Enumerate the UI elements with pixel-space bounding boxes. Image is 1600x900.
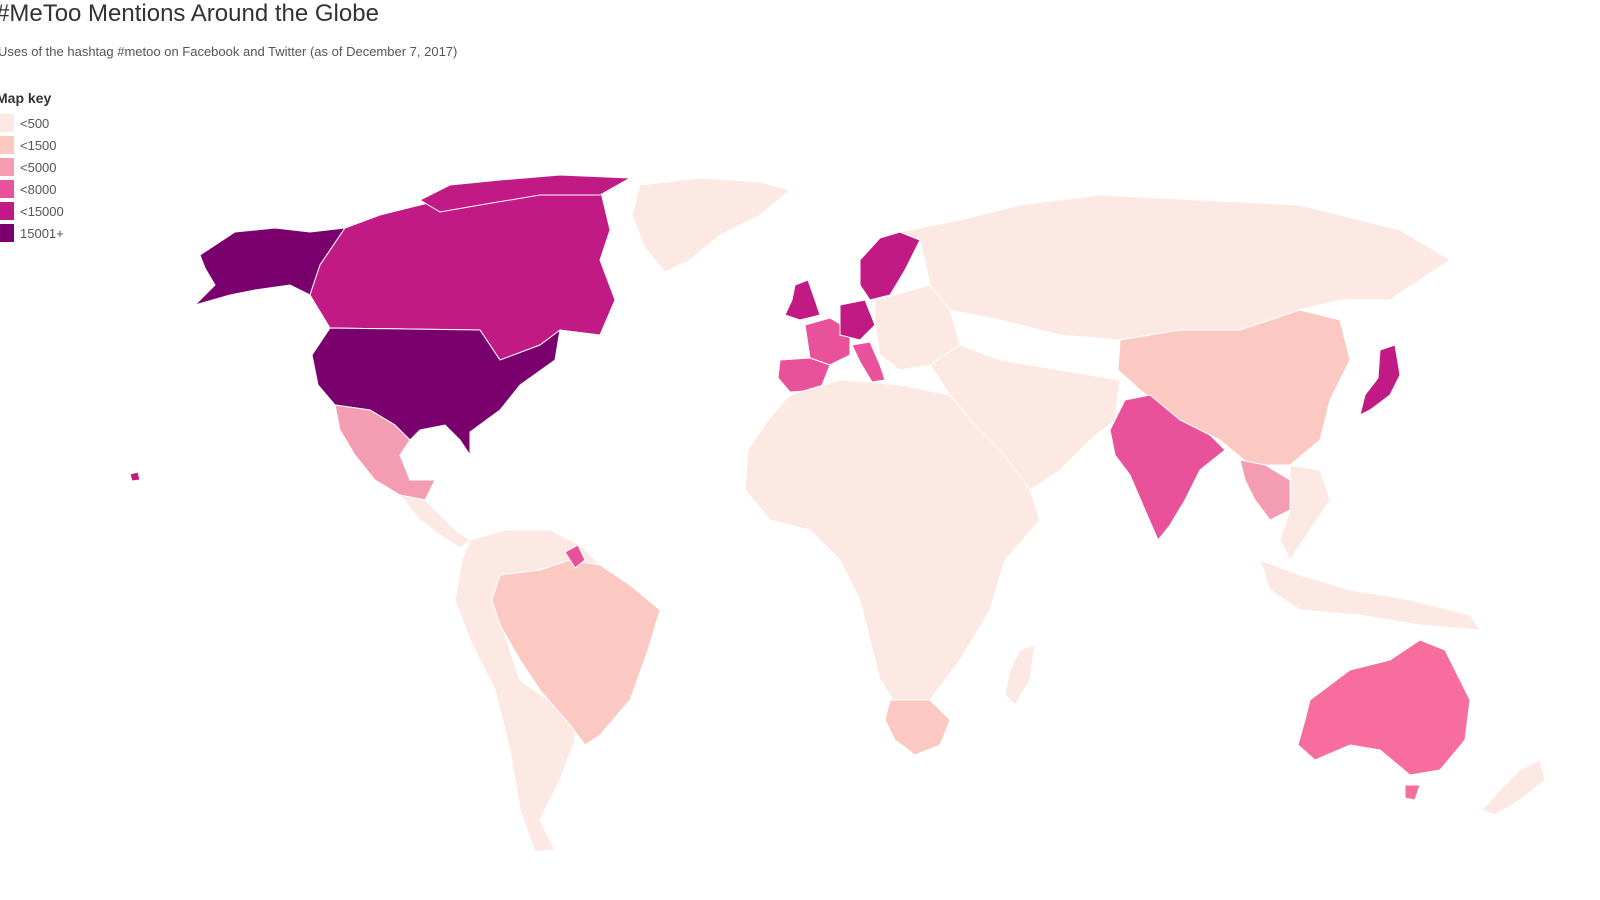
legend-item: <5000 [0, 156, 64, 178]
region-japan[interactable] [1359, 344, 1401, 416]
legend-item: <15000 [0, 200, 64, 222]
region-south-america[interactable] [454, 529, 601, 853]
region-scandinavia[interactable] [859, 231, 921, 301]
map-title: #MeToo Mentions Around the Globe [0, 0, 379, 27]
legend-label: <15000 [20, 203, 64, 219]
region-italy[interactable] [851, 341, 886, 383]
legend-label: <1500 [20, 137, 57, 153]
legend-label: <5000 [20, 159, 57, 175]
legend-item: <8000 [0, 178, 64, 200]
legend-title: Map key [0, 90, 52, 106]
legend-swatch [0, 158, 14, 176]
region-new-zealand[interactable] [1481, 759, 1546, 816]
region-south-africa[interactable] [884, 699, 951, 756]
region-tasmania[interactable] [1404, 784, 1421, 801]
region-greenland[interactable] [631, 177, 792, 273]
region-india[interactable] [1109, 394, 1226, 541]
region-uk[interactable] [784, 279, 821, 321]
region-guyana[interactable] [564, 544, 586, 569]
region-central-america[interactable] [398, 494, 471, 549]
legend-swatch [0, 202, 14, 220]
legend-label: <500 [20, 115, 50, 131]
legend-item: <1500 [0, 134, 64, 156]
legend-item: <500 [0, 112, 64, 134]
region-australia[interactable] [1297, 639, 1471, 776]
legend-swatch [0, 114, 14, 132]
region-mexico[interactable] [334, 404, 436, 501]
legend-label: 15001+ [20, 225, 64, 241]
region-germany[interactable] [839, 299, 876, 341]
legend-swatch [0, 224, 14, 242]
region-alaska[interactable] [193, 227, 347, 307]
region-southeast-asia[interactable] [1279, 464, 1331, 561]
legend-label: <8000 [20, 181, 57, 197]
region-russia[interactable] [898, 194, 1451, 341]
region-canada-islands[interactable] [418, 174, 632, 213]
region-hawaii[interactable] [129, 471, 141, 482]
region-thailand[interactable] [1239, 459, 1291, 521]
legend-swatch [0, 136, 14, 154]
map-legend: Map key <500 <1500 <5000 <8000 <15000 15… [0, 90, 64, 244]
region-madagascar[interactable] [1004, 644, 1036, 706]
legend-item: 15001+ [0, 222, 64, 244]
region-indonesia[interactable] [1259, 559, 1481, 631]
region-brazil[interactable] [491, 559, 661, 746]
map-subtitle: Uses of the hashtag #metoo on Facebook a… [0, 44, 458, 59]
legend-swatch [0, 180, 14, 198]
